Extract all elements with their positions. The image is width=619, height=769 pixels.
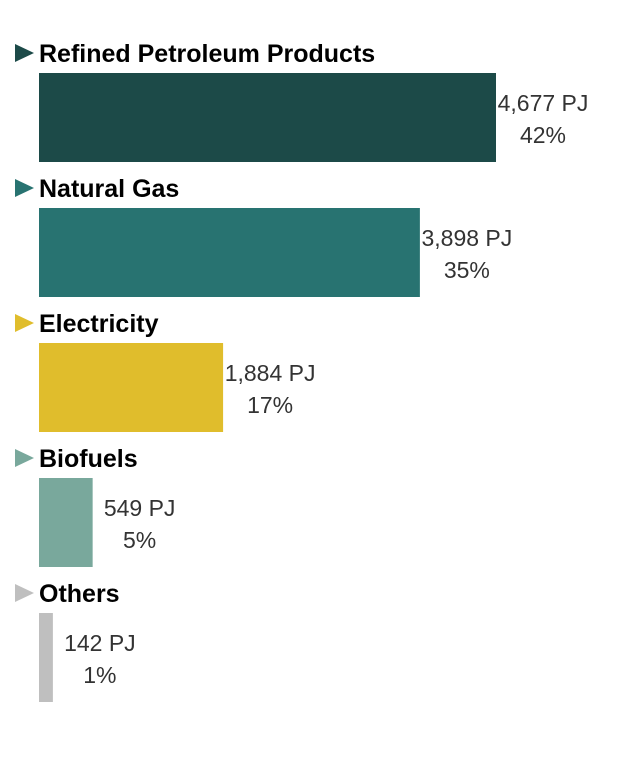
bar-group-natural-gas: Natural Gas 3,898 PJ 35% xyxy=(15,175,512,297)
bar-refined-petroleum-products xyxy=(39,73,496,162)
triangle-marker-icon xyxy=(15,314,34,332)
percent-label-refined-petroleum-products: 42% xyxy=(520,122,566,148)
value-label-natural-gas: 3,898 PJ xyxy=(421,225,512,251)
percent-label-biofuels: 5% xyxy=(123,527,156,553)
bar-others xyxy=(39,613,53,702)
category-label-electricity: Electricity xyxy=(39,310,159,338)
bar-group-refined-petroleum-products: Refined Petroleum Products 4,677 PJ 42% xyxy=(15,40,588,162)
value-label-biofuels: 549 PJ xyxy=(104,495,176,521)
triangle-marker-icon xyxy=(15,449,34,467)
percent-label-natural-gas: 35% xyxy=(444,257,490,283)
bar-electricity xyxy=(39,343,224,432)
value-label-refined-petroleum-products: 4,677 PJ xyxy=(498,90,589,116)
triangle-marker-icon xyxy=(15,584,34,602)
bar-biofuels xyxy=(39,478,93,567)
value-label-others: 142 PJ xyxy=(64,630,136,656)
percent-label-others: 1% xyxy=(83,662,116,688)
triangle-marker-icon xyxy=(15,179,34,197)
bar-group-others: Others 142 PJ 1% xyxy=(15,580,136,702)
triangle-marker-icon xyxy=(15,44,34,62)
bar-group-electricity: Electricity 1,884 PJ 17% xyxy=(15,310,315,432)
category-label-natural-gas: Natural Gas xyxy=(39,175,179,203)
category-label-refined-petroleum-products: Refined Petroleum Products xyxy=(39,40,375,68)
bar-natural-gas xyxy=(39,208,420,297)
bar-group-biofuels: Biofuels 549 PJ 5% xyxy=(15,445,175,567)
category-label-biofuels: Biofuels xyxy=(39,445,138,473)
percent-label-electricity: 17% xyxy=(247,392,293,418)
value-label-electricity: 1,884 PJ xyxy=(225,360,316,386)
category-label-others: Others xyxy=(39,580,120,608)
